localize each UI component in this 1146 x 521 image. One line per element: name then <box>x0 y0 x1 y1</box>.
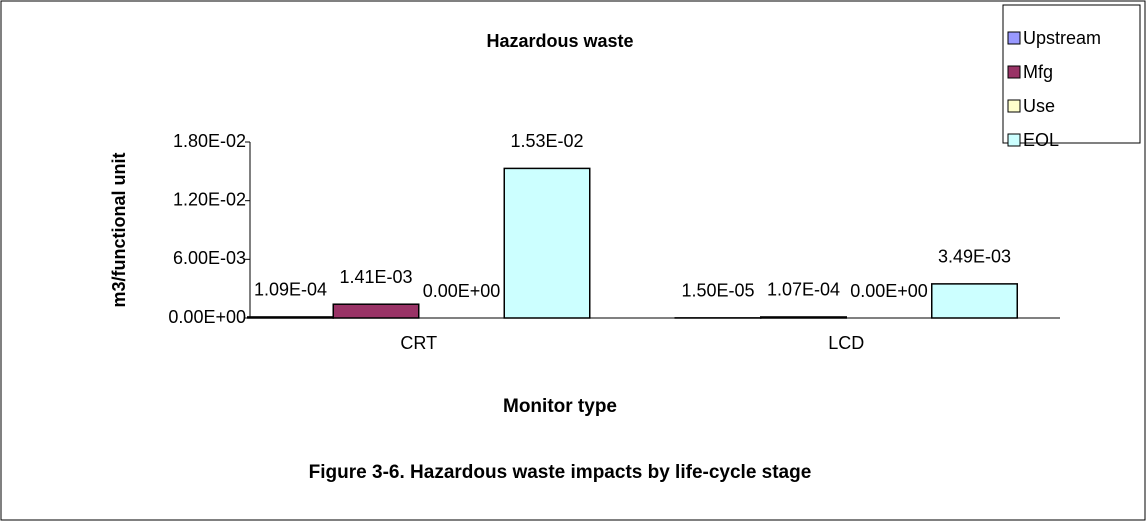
bar <box>931 283 1018 319</box>
y-tick-label: 0.00E+00 <box>168 307 246 327</box>
value-label: 1.41E-03 <box>339 267 412 287</box>
y-axis-label: m3/functional unit <box>109 152 129 307</box>
bar <box>760 316 847 319</box>
legend-swatch <box>1007 99 1021 113</box>
legend-swatch <box>1007 65 1021 79</box>
caption: Figure 3-6. Hazardous waste impacts by l… <box>309 462 812 483</box>
value-label: 0.00E+00 <box>850 281 928 301</box>
bar <box>332 303 420 319</box>
value-label: 3.49E-03 <box>938 247 1011 267</box>
chart-title: Hazardous waste <box>486 31 633 51</box>
bar <box>503 167 591 319</box>
y-tick-label: 1.80E-02 <box>173 131 246 151</box>
y-tick-label: 1.20E-02 <box>173 189 246 209</box>
legend-label: EOL <box>1023 130 1059 150</box>
value-label: 0.00E+00 <box>423 281 501 301</box>
legend-swatch <box>1007 31 1021 45</box>
y-tick-label: 6.00E-03 <box>173 248 246 268</box>
legend-swatch <box>1007 133 1021 147</box>
x-tick-label: CRT <box>400 333 437 353</box>
legend-box <box>1002 4 1141 144</box>
bar <box>247 316 334 319</box>
legend-label: Upstream <box>1023 28 1101 48</box>
legend-label: Mfg <box>1023 62 1053 82</box>
value-label: 1.50E-05 <box>681 281 754 301</box>
x-tick-label: LCD <box>828 333 864 353</box>
legend-label: Use <box>1023 96 1055 116</box>
value-label: 1.09E-04 <box>254 280 327 300</box>
value-label: 1.53E-02 <box>510 131 583 151</box>
value-label: 1.07E-04 <box>767 280 840 300</box>
x-axis-label: Monitor type <box>503 396 617 417</box>
